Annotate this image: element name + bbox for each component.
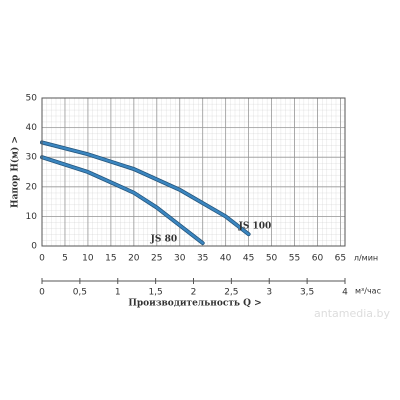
x-tick-label: 50 <box>266 254 278 264</box>
curve <box>40 156 204 245</box>
curve <box>40 141 250 236</box>
x-tick-label: 35 <box>197 254 208 264</box>
x-tick-label: 0 <box>39 254 45 264</box>
x-tick-label: 10 <box>82 254 94 264</box>
y-tick-label: 0 <box>31 242 37 252</box>
watermark: antamedia.by <box>314 307 391 320</box>
x2-tick-label: 1 <box>115 288 121 298</box>
series-label: JS 100 <box>238 222 272 232</box>
series-label: JS 80 <box>150 235 177 245</box>
x-tick-label: 55 <box>289 254 300 264</box>
x-tick-label: 30 <box>174 254 186 264</box>
x-tick-label: 45 <box>243 254 254 264</box>
x2-tick-label: 2 <box>191 288 197 298</box>
x2-tick-label: 4 <box>342 288 348 298</box>
x2-tick-label: 1,5 <box>148 288 162 298</box>
x2-tick-label: 2,5 <box>224 288 238 298</box>
x-tick-label: 60 <box>312 254 324 264</box>
y-tick-label: 10 <box>26 212 38 222</box>
plot-frame <box>41 97 346 247</box>
x-tick-label: 25 <box>151 254 162 264</box>
x2-tick-label: 3 <box>266 288 272 298</box>
x-tick-label: 5 <box>62 254 68 264</box>
y-tick-label: 30 <box>26 153 38 163</box>
x-tick-label: 15 <box>105 254 116 264</box>
x2-axis-label: Производительность Q > <box>128 299 261 309</box>
y-axis-label: Напор H(м) > <box>10 136 21 208</box>
x-unit: л/мин <box>354 254 378 263</box>
y-tick-label: 20 <box>26 182 38 192</box>
x2-tick-label: 0 <box>39 288 45 298</box>
x-tick-label: 65 <box>335 254 346 264</box>
y-tick-label: 50 <box>26 94 38 104</box>
x-tick-label: 40 <box>220 254 232 264</box>
x2-tick-label: 0,5 <box>73 288 87 298</box>
x2-unit: м³/час <box>355 287 381 296</box>
y-tick-label: 40 <box>26 123 38 133</box>
x-tick-label: 20 <box>128 254 140 264</box>
x2-tick-label: 3,5 <box>300 288 314 298</box>
